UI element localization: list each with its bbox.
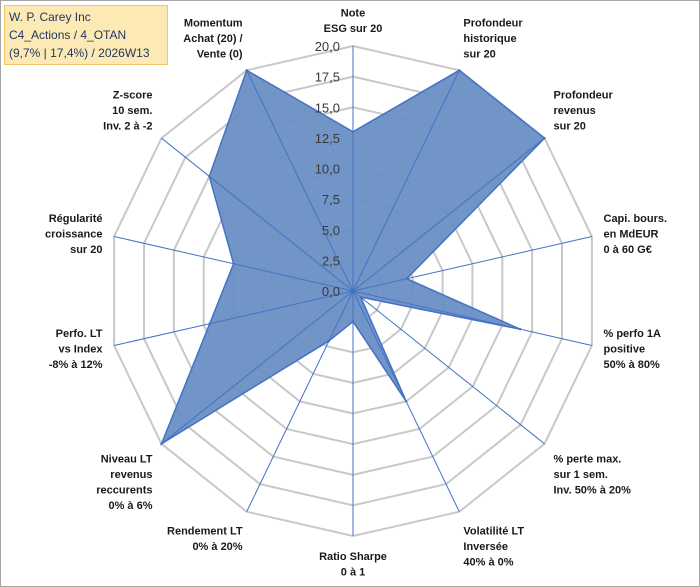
data-point bbox=[351, 130, 355, 133]
axis-label-line: Inv. 50% à 20% bbox=[554, 485, 632, 497]
axis-label-line: Z-score bbox=[113, 90, 153, 102]
axis-label: % perte max. sur 1 sem. Inv. 50% à 20% bbox=[554, 454, 632, 497]
axis-label: Profondeur revenus sur 20 bbox=[554, 90, 614, 133]
tick-label: 10,0 bbox=[315, 162, 340, 177]
axis-label-line: Niveau LT bbox=[101, 454, 153, 466]
axis-label: Niveau LT revenus reccurents 0% à 6% bbox=[96, 454, 153, 513]
data-point bbox=[351, 320, 355, 323]
axis-label: Momentum Achat (20) / Vente (0) bbox=[183, 18, 243, 61]
axis-label-line: sur 1 sem. bbox=[554, 469, 608, 481]
axis-label: Profondeur historique sur 20 bbox=[463, 18, 523, 61]
axis-label-line: 0% à 20% bbox=[192, 541, 242, 553]
data-point bbox=[160, 442, 163, 445]
data-point bbox=[543, 137, 546, 140]
tick-label: 0,0 bbox=[322, 284, 340, 299]
axis-spoke bbox=[352, 290, 545, 445]
axis-spoke bbox=[161, 290, 354, 445]
tick-label: 17,5 bbox=[315, 70, 340, 85]
axis-label-line: historique bbox=[463, 33, 516, 45]
data-point bbox=[519, 328, 522, 331]
axis-label-line: Inv. 2 à -2 bbox=[103, 121, 152, 133]
radial-tick-labels: 0,0 2,5 5,0 7,5 10,0 12,5 15,0 17,5 20,0 bbox=[315, 39, 340, 299]
axis-label: Régularité croissance sur 20 bbox=[45, 213, 102, 256]
axis-label: Perfo. LT vs Index -8% à 12% bbox=[49, 328, 104, 371]
data-point bbox=[245, 69, 248, 72]
axis-label-line: sur 20 bbox=[463, 49, 495, 61]
axis-label: Volatilité LT Inversée 40% à 0% bbox=[463, 525, 524, 568]
axis-label-line: Inversée bbox=[463, 541, 508, 553]
axis-label-line: Achat (20) / bbox=[183, 33, 242, 45]
axis-label-line: croissance bbox=[45, 228, 102, 240]
axis-label-line: 10 sem. bbox=[112, 105, 152, 117]
data-point bbox=[208, 175, 211, 178]
axis-label-line: 0% à 6% bbox=[108, 500, 152, 512]
axis-label: % perfo 1A positive 50% à 80% bbox=[604, 328, 662, 371]
data-point bbox=[359, 295, 362, 299]
axis-label-line: 0 à 60 G€ bbox=[604, 244, 652, 256]
axis-label-line: Rendement LT bbox=[167, 525, 243, 537]
tick-label: 2,5 bbox=[322, 253, 340, 268]
axis-label-line: positive bbox=[604, 344, 646, 356]
axis-label: Z-score 10 sem. Inv. 2 à -2 bbox=[103, 90, 152, 133]
axis-label-line: Note bbox=[341, 8, 365, 20]
axis-spoke bbox=[352, 137, 545, 292]
data-point bbox=[232, 262, 235, 265]
axis-label-line: reccurents bbox=[96, 485, 152, 497]
company-info-box: W. P. Carey Inc C4_Actions / 4_OTAN (9,7… bbox=[4, 5, 168, 65]
axis-spoke bbox=[113, 290, 354, 346]
axis-spoke bbox=[161, 137, 354, 292]
axis-label-line: ESG sur 20 bbox=[324, 23, 383, 35]
axis-label: Ratio Sharpe 0 à 1 bbox=[319, 551, 387, 579]
axis-label-line: Momentum bbox=[184, 18, 243, 30]
axis-label-line: sur 20 bbox=[70, 244, 102, 256]
axis-spoke bbox=[352, 290, 593, 346]
axis-label-line: % perte max. bbox=[554, 454, 622, 466]
axis-label-line: % perfo 1A bbox=[604, 328, 662, 340]
tick-label: 7,5 bbox=[322, 192, 340, 207]
data-point bbox=[405, 277, 408, 280]
axis-label-line: en MdEUR bbox=[604, 228, 659, 240]
data-points bbox=[160, 69, 546, 445]
tick-label: 12,5 bbox=[315, 131, 340, 146]
axis-label: Note ESG sur 20 bbox=[324, 8, 383, 36]
axis-spoke bbox=[352, 236, 593, 292]
axis-label: Rendement LT 0% à 20% bbox=[167, 525, 243, 553]
axis-label-line: Capi. bours. bbox=[604, 213, 668, 225]
axis-label-line: 40% à 0% bbox=[463, 556, 513, 568]
axis-label: Capi. bours. en MdEUR 0 à 60 G€ bbox=[604, 213, 668, 256]
axis-label-line: -8% à 12% bbox=[49, 359, 103, 371]
axis-label-line: Volatilité LT bbox=[463, 525, 524, 537]
axis-label-line: revenus bbox=[554, 105, 596, 117]
tick-label: 20,0 bbox=[315, 39, 340, 54]
axis-label-line: vs Index bbox=[58, 344, 103, 356]
data-point bbox=[458, 69, 461, 72]
axis-label-line: Régularité bbox=[49, 213, 103, 225]
axis-spoke bbox=[352, 70, 460, 292]
tick-label: 5,0 bbox=[322, 223, 340, 238]
axis-label-line: Profondeur bbox=[463, 18, 523, 30]
axis-label-line: Ratio Sharpe bbox=[319, 551, 387, 563]
axis-label-line: 50% à 80% bbox=[604, 359, 660, 371]
axis-label-line: sur 20 bbox=[554, 121, 586, 133]
axis-label-line: Perfo. LT bbox=[56, 328, 103, 340]
axis-spoke bbox=[246, 70, 354, 292]
company-name: W. P. Carey Inc bbox=[9, 10, 91, 24]
axis-spoke bbox=[246, 290, 354, 512]
data-point bbox=[327, 339, 331, 342]
axis-labels: Note ESG sur 20 Profondeur historique sur 20… bbox=[45, 8, 667, 579]
tick-label: 15,0 bbox=[315, 100, 340, 115]
axis-label-line: revenus bbox=[110, 469, 152, 481]
company-stats: (9,7% | 17,4%) / 2026W13 bbox=[9, 46, 150, 60]
axis-label-line: Profondeur bbox=[554, 90, 614, 102]
data-point bbox=[405, 400, 408, 403]
company-category: C4_Actions / 4_OTAN bbox=[9, 28, 127, 42]
axis-label-line: 0 à 1 bbox=[341, 567, 365, 579]
axis-label-line: Vente (0) bbox=[197, 49, 243, 61]
data-point bbox=[208, 322, 211, 325]
